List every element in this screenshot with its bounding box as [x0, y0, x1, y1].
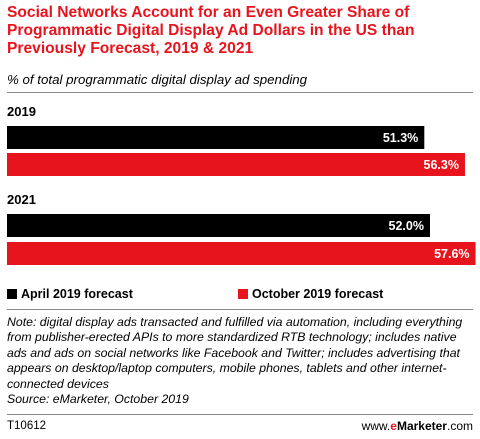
chart-subtitle: % of total programmatic digital display … [7, 72, 308, 87]
note-text: Note: digital display ads transacted and… [7, 315, 463, 391]
legend-label-october: October 2019 forecast [252, 287, 384, 301]
bar-2021-series-0 [7, 214, 430, 237]
category-label-2019: 2019 [7, 104, 36, 119]
site-link[interactable]: www.eMarketer.com [362, 419, 473, 433]
legend-swatch-april [7, 289, 17, 299]
bar-value-label-2021-series-1: 57.6% [434, 247, 469, 261]
legend-swatch-october [238, 289, 248, 299]
site-suffix: .com [446, 419, 473, 433]
chart-note: Note: digital display ads transacted and… [7, 315, 477, 407]
footer-divider [7, 414, 473, 415]
bar-value-label-2021-series-0: 52.0% [389, 219, 424, 233]
legend-item-october: October 2019 forecast [238, 287, 383, 302]
site-prefix: www. [361, 419, 391, 433]
source-text: Source: eMarketer, October 2019 [7, 392, 189, 407]
site-brand: Marketer [396, 419, 447, 433]
legend-divider [7, 309, 473, 310]
bar-2019-series-0 [7, 126, 425, 149]
bar-chart: 2019 51.3% 56.3% 2021 52.0% 57.6% [7, 104, 476, 265]
site-e: e [390, 419, 397, 433]
legend-item-april: April 2019 forecast [7, 287, 133, 302]
bar-2019-series-1 [7, 153, 465, 176]
chart-title: Social Networks Account for an Even Grea… [7, 4, 415, 57]
bar-value-label-2019-series-1: 56.3% [424, 158, 459, 172]
bar-2021-series-1 [7, 242, 476, 265]
legend-label-april: April 2019 forecast [21, 287, 133, 301]
category-label-2021: 2021 [7, 192, 36, 207]
bar-value-label-2019-series-0: 51.3% [383, 131, 418, 145]
top-divider [7, 92, 473, 93]
chart-id: T10612 [7, 420, 47, 432]
